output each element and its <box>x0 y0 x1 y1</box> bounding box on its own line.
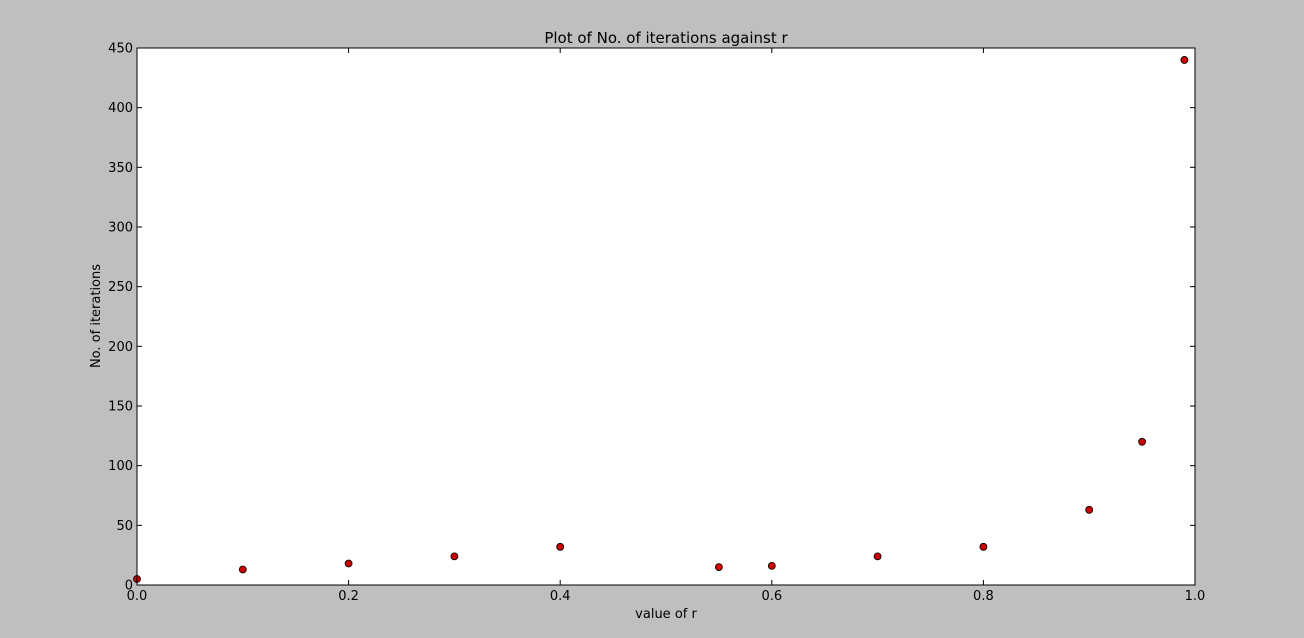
y-tick-label: 450 <box>108 42 133 57</box>
data-point <box>1138 437 1146 446</box>
chart-title: Plot of No. of iterations against r <box>544 29 788 47</box>
data-point <box>450 552 459 561</box>
x-tick-label: 0.4 <box>550 589 571 604</box>
y-tick-label: 400 <box>108 101 133 116</box>
data-point <box>873 552 882 561</box>
plot-area <box>137 48 1195 585</box>
y-tick-label: 200 <box>108 340 133 355</box>
y-tick-label: 0 <box>125 579 133 594</box>
data-point <box>556 542 565 551</box>
x-tick-label: 0.8 <box>973 589 994 604</box>
data-point <box>1180 56 1189 64</box>
data-point <box>344 559 353 568</box>
x-tick-label: 1.0 <box>1185 589 1206 604</box>
data-point <box>1085 505 1094 514</box>
data-point <box>238 565 247 574</box>
y-tick-label: 300 <box>108 221 133 236</box>
data-point <box>767 562 776 570</box>
data-points <box>133 56 1189 583</box>
y-axis-label: No. of iterations <box>89 264 104 368</box>
x-axis-label: value of r <box>635 607 697 622</box>
y-tick-label: 350 <box>108 161 133 176</box>
data-point <box>715 563 723 571</box>
x-tick-label: 0.6 <box>761 589 782 604</box>
x-tick-label: 0.0 <box>127 589 148 604</box>
y-tick-label: 100 <box>108 459 133 474</box>
y-tick-label: 150 <box>108 400 133 415</box>
plot-frame <box>136 47 1196 586</box>
data-point <box>979 542 988 551</box>
x-tick-label: 0.2 <box>338 589 359 604</box>
y-tick-label: 50 <box>116 519 133 534</box>
y-tick-label: 250 <box>108 280 133 295</box>
axis-tick-labels: 0.0 0.2 0.4 0.6 0.8 1.0 0 50 100 150 200 250 300 350 4… <box>108 42 1205 605</box>
